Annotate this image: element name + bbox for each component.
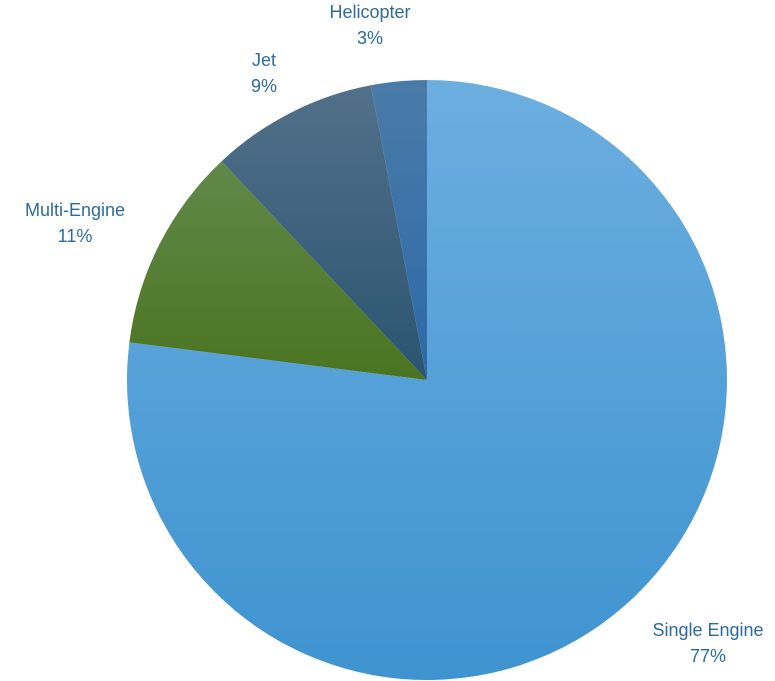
data-label-category: Multi-Engine <box>25 200 125 220</box>
pie-labels: Single Engine 77% Multi-Engine 11% Jet 9% Heli… <box>25 2 764 666</box>
data-label-percent: 3% <box>357 28 383 48</box>
data-label-helicopter: Helicopter 3% <box>329 2 410 48</box>
pie-slice-jet <box>221 85 427 380</box>
data-label-jet: Jet 9% <box>251 50 277 96</box>
data-label-category: Helicopter <box>329 2 410 22</box>
data-label-category: Jet <box>252 50 276 70</box>
data-label-multi-engine: Multi-Engine 11% <box>25 200 125 246</box>
data-label-percent: 77% <box>690 646 726 666</box>
data-label-percent: 11% <box>58 226 93 246</box>
data-label-percent: 9% <box>251 76 277 96</box>
pie-slice-multi-engine <box>129 161 427 380</box>
pie-slices <box>127 80 728 680</box>
pie-slice-helicopter <box>370 80 427 380</box>
pie-slice-single-engine <box>127 80 728 680</box>
data-label-single-engine: Single Engine 77% <box>652 620 763 666</box>
data-label-category: Single Engine <box>652 620 763 640</box>
